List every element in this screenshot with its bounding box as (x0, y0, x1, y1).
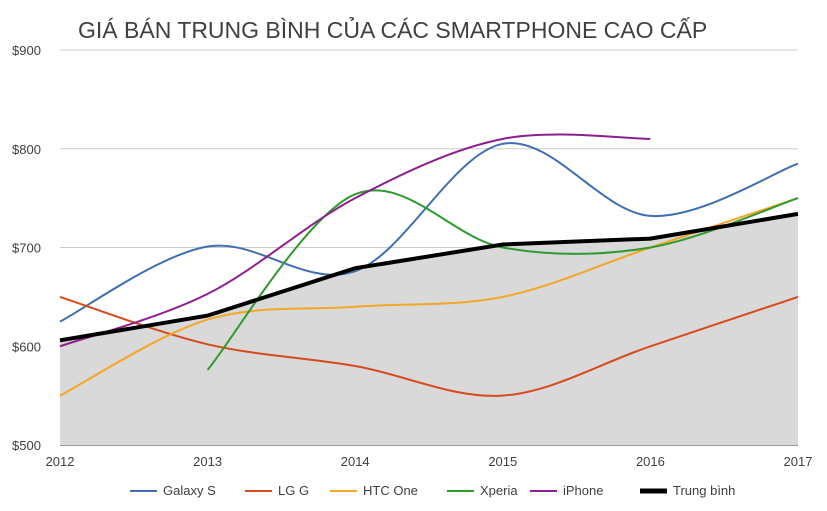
legend-item: Xperia (447, 483, 518, 498)
series-line-iphone (59, 133, 651, 348)
legend-item: Galaxy S (130, 483, 216, 498)
legend-label: Galaxy S (163, 483, 216, 498)
legend-item: LG G (245, 483, 309, 498)
legend-label: LG G (278, 483, 309, 498)
legend: Galaxy S LG G HTC One Xperia iPhone Trung bìn… (130, 483, 735, 498)
legend-item: iPhone (530, 483, 603, 498)
legend-label: Xperia (480, 483, 518, 498)
y-tick-label: $800 (12, 142, 41, 157)
x-tick-label: 2016 (636, 454, 665, 469)
average-line (59, 211, 799, 343)
chart-title: GIÁ BÁN TRUNG BÌNH CỦA CÁC SMARTPHONE CA… (78, 15, 707, 43)
x-tick-label: 2013 (193, 454, 222, 469)
series-line-galaxy-s (59, 142, 799, 323)
y-tick-label: $900 (12, 43, 41, 58)
y-axis-tick-labels: $500 $600 $700 $800 $900 (12, 43, 41, 453)
average-area (60, 213, 798, 445)
legend-label: iPhone (563, 483, 603, 498)
legend-label: HTC One (363, 483, 418, 498)
y-tick-label: $600 (12, 339, 41, 354)
legend-item: HTC One (330, 483, 418, 498)
series-line-htc-one (59, 197, 799, 397)
legend-item: Trung bình (640, 483, 735, 498)
y-tick-label: $500 (12, 438, 41, 453)
x-tick-label: 2017 (784, 454, 813, 469)
legend-label: Trung bình (673, 483, 735, 498)
y-tick-label: $700 (12, 241, 41, 256)
x-tick-label: 2014 (341, 454, 370, 469)
x-axis-tick-labels: 2012 2013 2014 2015 2016 2017 (46, 454, 813, 469)
series-line-lg-g (59, 295, 799, 397)
x-tick-label: 2012 (46, 454, 75, 469)
x-tick-label: 2015 (488, 454, 517, 469)
